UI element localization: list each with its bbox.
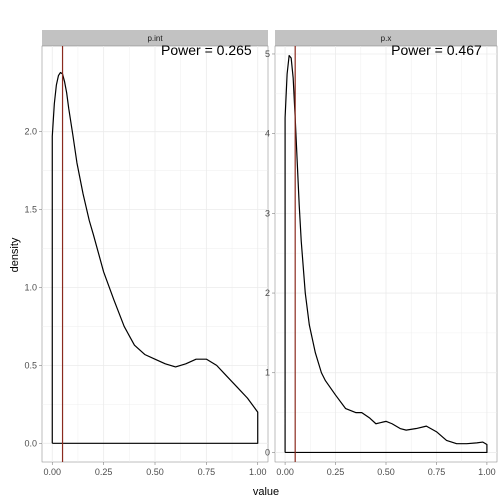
panel-p-x: p.x 0.00 0.25 0.50 0.75 1.00 0 1 2 3 4 5 Power = 0… xyxy=(265,30,498,477)
y-tick-label-p-x: 0 xyxy=(265,447,270,457)
x-tick-label-p-x: 1.00 xyxy=(478,467,496,477)
x-tick-label-p-x: 0.25 xyxy=(327,467,345,477)
x-tick-label-p-x: 0.50 xyxy=(377,467,395,477)
y-tick-label-p-x: 3 xyxy=(265,208,270,218)
strip-label-p-x: p.x xyxy=(381,34,392,43)
panel-p-int: p.int 0.00 0.25 0.50 0.75 1.00 0.0 0.5 1.0 1.5 2.… xyxy=(24,30,269,477)
y-axis-title: density xyxy=(9,237,21,272)
strip-label-p-int: p.int xyxy=(147,34,163,43)
x-tick-label-p-int: 0.25 xyxy=(95,467,113,477)
y-tick-label-p-x: 5 xyxy=(265,49,270,59)
strip-background-p-int xyxy=(42,30,268,46)
y-tick-label-p-int: 0.0 xyxy=(24,438,37,448)
power-annotation-p-x: Power = 0.467 xyxy=(391,42,482,58)
y-tick-label-p-int: 0.5 xyxy=(24,360,37,370)
strip-background-p-x xyxy=(275,30,497,46)
x-tick-label-p-int: 0.50 xyxy=(146,467,164,477)
y-tick-label-p-x: 1 xyxy=(265,368,270,378)
x-tick-label-p-x: 0.00 xyxy=(276,467,294,477)
x-tick-label-p-int: 0.00 xyxy=(44,467,62,477)
y-tick-label-p-x: 4 xyxy=(265,129,270,139)
x-tick-label-p-x: 0.75 xyxy=(428,467,446,477)
x-axis-title: value xyxy=(253,486,279,498)
y-tick-label-p-int: 2.0 xyxy=(24,127,37,137)
power-annotation-p-int: Power = 0.265 xyxy=(161,42,252,58)
x-tick-label-p-int: 1.00 xyxy=(249,467,267,477)
tick-labels-p-x: 0.00 0.25 0.50 0.75 1.00 0 1 2 3 4 5 xyxy=(265,49,496,477)
x-tick-label-p-int: 0.75 xyxy=(198,467,216,477)
density-line-p-int xyxy=(51,71,259,444)
y-tick-label-p-int: 1.5 xyxy=(24,205,37,215)
y-tick-label-p-int: 1.0 xyxy=(24,282,37,292)
y-tick-label-p-x: 2 xyxy=(265,288,270,298)
tick-labels-p-int: 0.00 0.25 0.50 0.75 1.00 0.0 0.5 1.0 1.5 2.0 xyxy=(24,127,266,477)
